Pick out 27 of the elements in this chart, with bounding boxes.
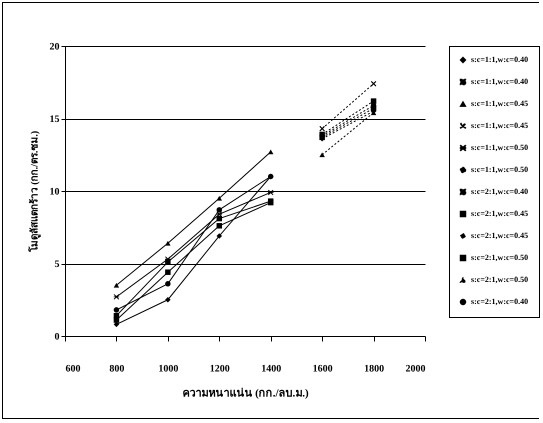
legend-label: s:c=2:1,w:c=0.45 xyxy=(471,209,528,218)
legend-label: s:c=2:1,w:c=0.50 xyxy=(471,253,528,262)
legend-label: s:c=2:1,w:c=0.50 xyxy=(471,275,528,284)
x-tick-label: 1800 xyxy=(364,364,384,374)
y-tick-label: 15 xyxy=(50,114,60,125)
legend-label: s:c=1:1,w:c=0.50 xyxy=(471,143,528,152)
x-tick-label: 600 xyxy=(66,364,80,374)
x-tick-label: 2000 xyxy=(406,364,426,374)
y-tick-label: 10 xyxy=(50,186,60,198)
x-axis-title: ความหนาแน่น (กก./ลบ.ม.) xyxy=(182,388,310,400)
x-tick-label: 1000 xyxy=(158,364,178,374)
x-tick-label: 1200 xyxy=(210,364,230,374)
legend-label: s:c=2:1,w:c=0.45 xyxy=(471,231,528,240)
legend-label: s:c=1:1,w:c=0.45 xyxy=(471,121,528,130)
legend-label: s:c=2:1,w:c=0.40 xyxy=(471,297,528,306)
y-tick-label: 20 xyxy=(50,42,60,52)
y-tick-label: 5 xyxy=(54,259,60,270)
legend-label: s:c=1:1,w:c=0.40 xyxy=(471,55,528,64)
y-tick-label: 0 xyxy=(54,332,60,342)
x-tick-label: 1400 xyxy=(261,364,282,374)
legend-label: s:c=1:1,w:c=0.50 xyxy=(471,165,528,174)
x-tick-label: 800 xyxy=(109,364,124,374)
legend-label: s:c=2:1,w:c=0.40 xyxy=(471,187,528,196)
y-axis-title: โมดูลัสแตกร้าว (กก./ตร.ซม.) xyxy=(28,130,42,254)
x-tick-label: 1600 xyxy=(312,364,333,374)
legend-label: s:c=1:1,w:c=0.45 xyxy=(471,99,528,108)
legend-label: s:c=1:1,w:c=0.40 xyxy=(471,77,528,86)
